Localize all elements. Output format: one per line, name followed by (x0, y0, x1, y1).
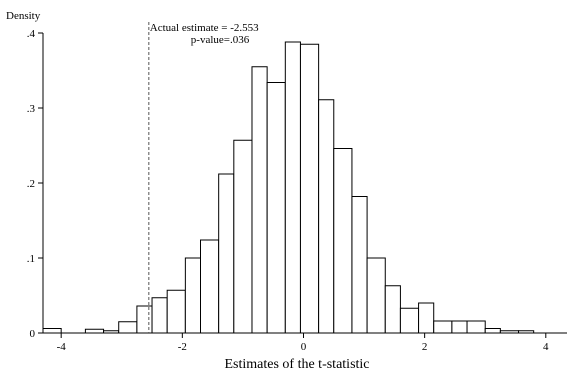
annotation-actual-estimate: Actual estimate = -2.553 (150, 22, 259, 34)
histogram-bar (118, 321, 138, 334)
histogram-bar (433, 320, 453, 334)
y-tick-label: .3 (27, 103, 36, 115)
x-tick-label: 0 (301, 341, 307, 353)
histogram-bar (251, 66, 268, 334)
x-axis-label: Estimates of the t-statistic (224, 357, 369, 372)
x-tick-label: -4 (57, 341, 67, 353)
histogram-bar (318, 99, 335, 334)
histogram-bar (384, 285, 401, 334)
y-tick-label: 0 (30, 328, 36, 340)
histogram-bar (484, 328, 501, 334)
histogram-bar (42, 328, 62, 334)
histogram-bar (451, 320, 468, 334)
histogram-bar (184, 257, 202, 334)
histogram-bar (151, 297, 168, 334)
histogram-bar (200, 239, 220, 334)
annotation-p-value: p-value=.036 (191, 34, 250, 46)
histogram-bar (166, 289, 186, 334)
histogram-bar (136, 305, 153, 334)
histogram-bar (299, 43, 320, 334)
y-tick-label: .1 (27, 253, 35, 265)
histogram-bar (399, 307, 420, 334)
x-tick-label: 2 (422, 341, 428, 353)
histogram-bar (218, 173, 235, 334)
histogram-bar (351, 196, 368, 334)
x-tick-label: -2 (178, 341, 187, 353)
histogram-bar (366, 257, 386, 334)
histogram-bar (333, 148, 353, 334)
histogram-bar (233, 139, 253, 334)
histogram-bar (266, 82, 286, 334)
y-tick-label: .4 (27, 28, 36, 40)
axes-group: 0 .1 .2 .3 .4 -4 -2 0 2 4 (27, 28, 567, 353)
y-axis-label: Density (6, 10, 41, 22)
histogram-bar (418, 302, 435, 334)
x-tick-label: 4 (543, 341, 549, 353)
y-tick-label: .2 (27, 178, 35, 190)
histogram-bar (466, 320, 486, 334)
histogram-bar (284, 41, 301, 334)
bars-group (42, 41, 535, 334)
histogram-bar (84, 328, 105, 334)
